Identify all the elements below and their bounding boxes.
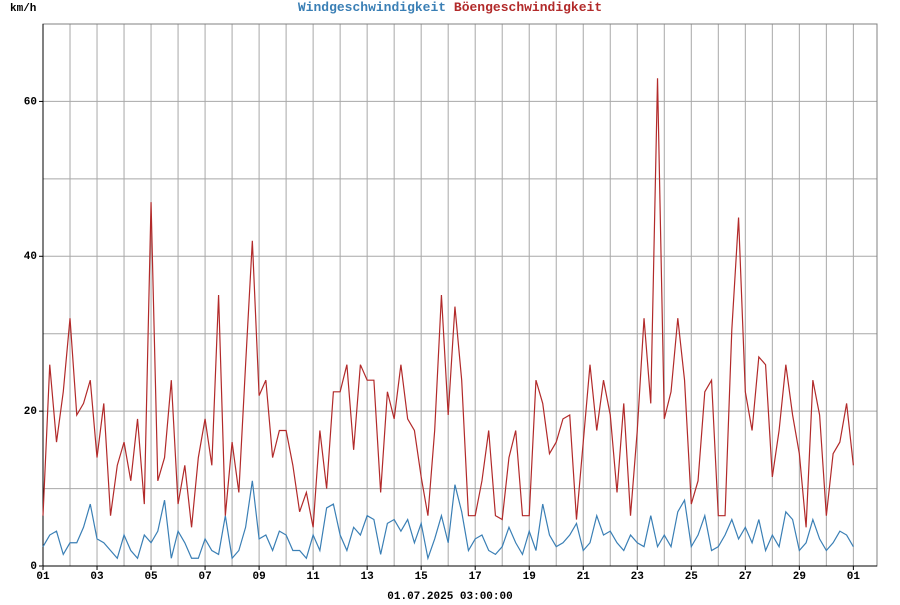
x-tick-label: 11 [307,571,321,583]
chart-title: Windgeschwindigkeit Böengeschwindigkeit [298,0,602,15]
y-tick-label: 60 [24,96,37,108]
x-tick-label: 07 [198,571,211,583]
x-tick-label: 01 [36,571,50,583]
legend-entry: Böengeschwindigkeit [454,0,602,15]
x-tick-label: 03 [90,571,104,583]
x-tick-label: 21 [577,571,591,583]
x-tick-label: 05 [144,571,158,583]
x-tick-label: 29 [793,571,806,583]
legend-entry: Windgeschwindigkeit [298,0,446,15]
x-tick-label: 23 [631,571,645,583]
series-line [42,480,854,561]
y-tick-label: 40 [24,251,37,263]
x-tick-label: 27 [739,571,752,583]
series-line [42,78,854,528]
y-tick-label: 20 [24,406,37,418]
x-tick-label: 17 [469,571,482,583]
x-tick-label: 13 [361,571,375,583]
y-unit: km/h [10,3,36,15]
x-tick-label: 01 [847,571,861,583]
caption: 01.07.2025 03:00:00 [387,591,512,600]
x-tick-label: 09 [252,571,265,583]
x-tick-label: 25 [685,571,699,583]
x-tick-label: 15 [415,571,429,583]
y-tick-label: 0 [30,561,37,573]
x-tick-label: 19 [523,571,536,583]
